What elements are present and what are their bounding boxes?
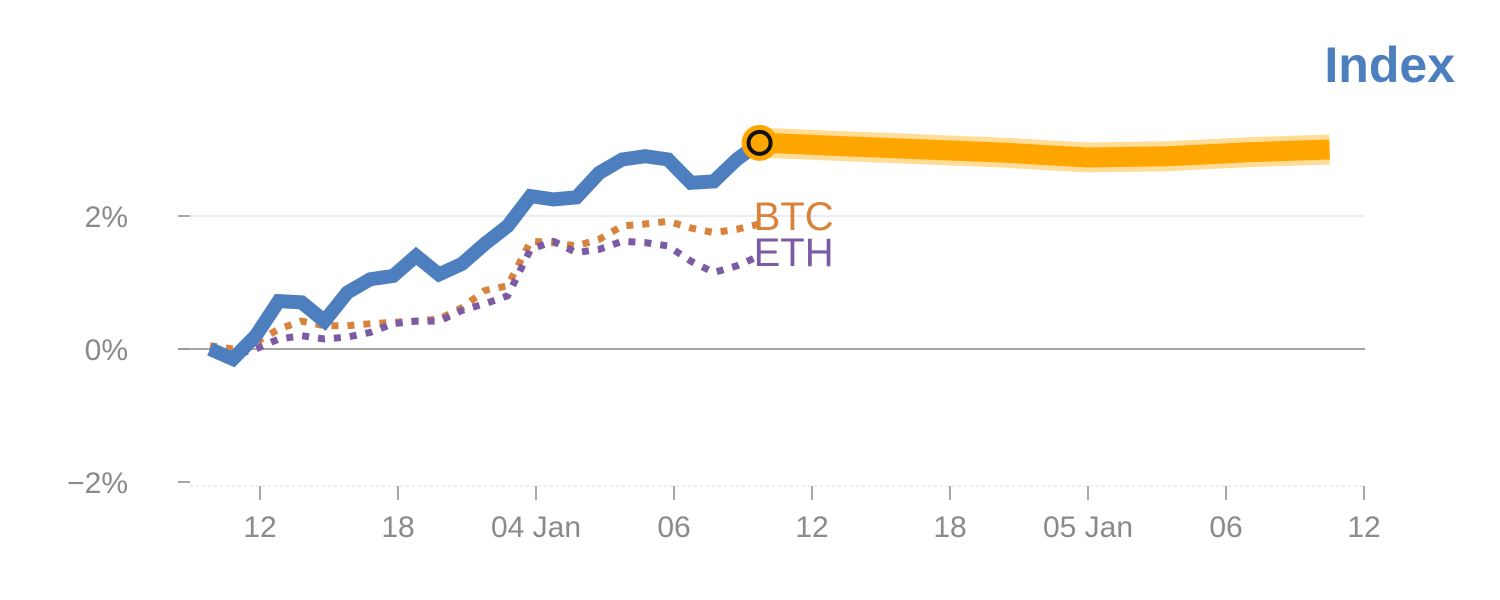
current-point-marker <box>746 129 773 156</box>
y-tick-label: −2% <box>67 467 128 500</box>
x-tick-label: 18 <box>381 511 414 544</box>
series-label-eth: ETH <box>754 231 834 275</box>
forecast-line <box>763 132 1330 168</box>
chart-title: Index <box>1324 37 1455 93</box>
x-tick-label: 06 <box>657 511 690 544</box>
x-tick-label: 05 Jan <box>1043 511 1133 544</box>
series-index-line <box>207 137 764 368</box>
x-tick-label: 12 <box>1347 511 1380 544</box>
x-tick-label: 18 <box>933 511 966 544</box>
x-tick-label: 12 <box>243 511 276 544</box>
series-btc-line <box>209 217 761 353</box>
x-tick-label: 12 <box>795 511 828 544</box>
y-tick-label: 0% <box>85 334 128 367</box>
series-label-btc: BTC <box>754 195 834 239</box>
x-tick-label: 04 Jan <box>491 511 581 544</box>
x-tick-label: 06 <box>1209 511 1242 544</box>
y-tick-label: 2% <box>85 201 128 234</box>
